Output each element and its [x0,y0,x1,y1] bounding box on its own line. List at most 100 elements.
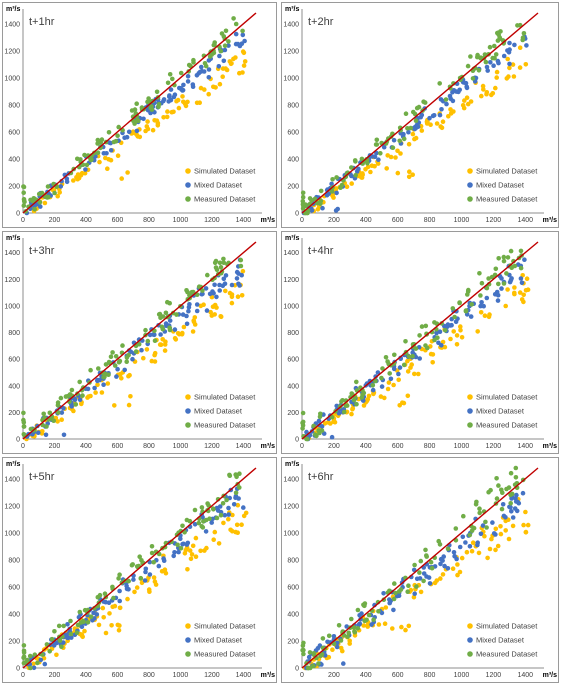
data-point [508,492,513,498]
data-point [524,276,530,281]
data-point [495,298,501,303]
data-point [493,85,498,91]
data-point [382,621,388,626]
data-point [512,290,517,296]
data-point [38,657,44,663]
data-point [161,558,167,563]
data-point [406,623,412,629]
data-point [494,75,499,80]
data-point [229,282,235,288]
data-point [192,507,198,513]
data-point [503,303,508,309]
legend-label: Simulated Dataset [476,393,538,402]
data-point [190,329,196,334]
data-point [240,28,245,34]
data-point [493,547,498,553]
x-tick-label: 1200 [204,443,220,450]
data-point [370,383,376,388]
data-point [45,195,50,200]
data-point [233,41,239,47]
data-point [391,137,397,143]
identity-line [301,12,539,214]
data-point [507,40,512,46]
y-tick-label: 1400 [283,21,299,28]
y-tick-label: 400 [8,611,20,618]
data-point [106,130,112,135]
legend: Simulated Dataset Mixed Dataset Measured D… [467,167,538,204]
data-point [222,281,228,286]
data-point [82,152,87,158]
data-point [112,403,117,408]
legend: Simulated Dataset Mixed Dataset Measured D… [185,622,256,659]
data-point [312,432,318,437]
data-point [423,323,429,329]
data-point [406,174,412,180]
data-point [506,50,512,55]
data-point [22,199,27,205]
data-point [319,428,325,433]
y-tick-label: 1200 [4,48,20,55]
legend-marker [467,637,473,643]
data-point [410,172,415,177]
data-point [152,338,158,343]
data-point [233,55,238,60]
x-tick-label: 0 [21,672,25,679]
x-tick-label: 800 [143,672,155,679]
data-point [184,321,190,327]
data-point [300,648,305,653]
x-tick-label: 1400 [236,443,252,450]
data-point [486,489,491,495]
data-point [369,163,375,168]
data-point [477,506,482,511]
legend-marker [467,651,473,657]
data-point [111,595,116,601]
data-point [378,151,383,156]
data-point [186,308,191,314]
x-unit-label: m³/s [261,443,276,450]
data-point [457,544,463,550]
data-point [199,64,204,70]
scatter-plot: 0 200 400 600 800 1000 1200 1400 0 200 400 600 800 10… [4,6,275,224]
data-point [200,525,206,530]
data-point [359,611,364,616]
data-point [211,291,216,296]
data-point [218,512,224,518]
data-point [239,41,245,46]
legend-label: Simulated Dataset [476,622,538,631]
data-point [373,142,379,147]
data-point [413,118,419,123]
data-point [99,137,105,142]
data-point [90,618,95,623]
data-point [499,286,504,291]
data-point [194,302,200,307]
data-point [124,359,129,364]
data-point [141,355,146,361]
legend-label: Measured Dataset [476,650,538,659]
data-point [501,254,507,260]
data-point [414,584,419,589]
data-point [106,372,111,377]
data-point [45,184,51,189]
data-point [211,537,216,542]
y-tick-label: 800 [8,557,20,564]
data-point [220,66,226,71]
data-point [468,314,474,319]
data-point [457,300,462,306]
data-point [412,591,417,596]
legend-label: Simulated Dataset [194,167,256,176]
data-point [116,124,121,130]
data-point [493,526,499,532]
y-tick-label: 600 [287,584,299,591]
data-point [57,190,62,195]
data-point [356,166,361,172]
x-tick-label: 1400 [236,672,252,679]
data-point [154,89,160,95]
data-point [217,260,223,266]
x-tick-label: 600 [392,217,404,224]
data-point [95,378,100,384]
legend-label: Measured Dataset [194,421,256,430]
data-point [427,581,433,586]
data-point [391,382,396,388]
data-point [226,512,231,517]
data-point [349,391,354,396]
